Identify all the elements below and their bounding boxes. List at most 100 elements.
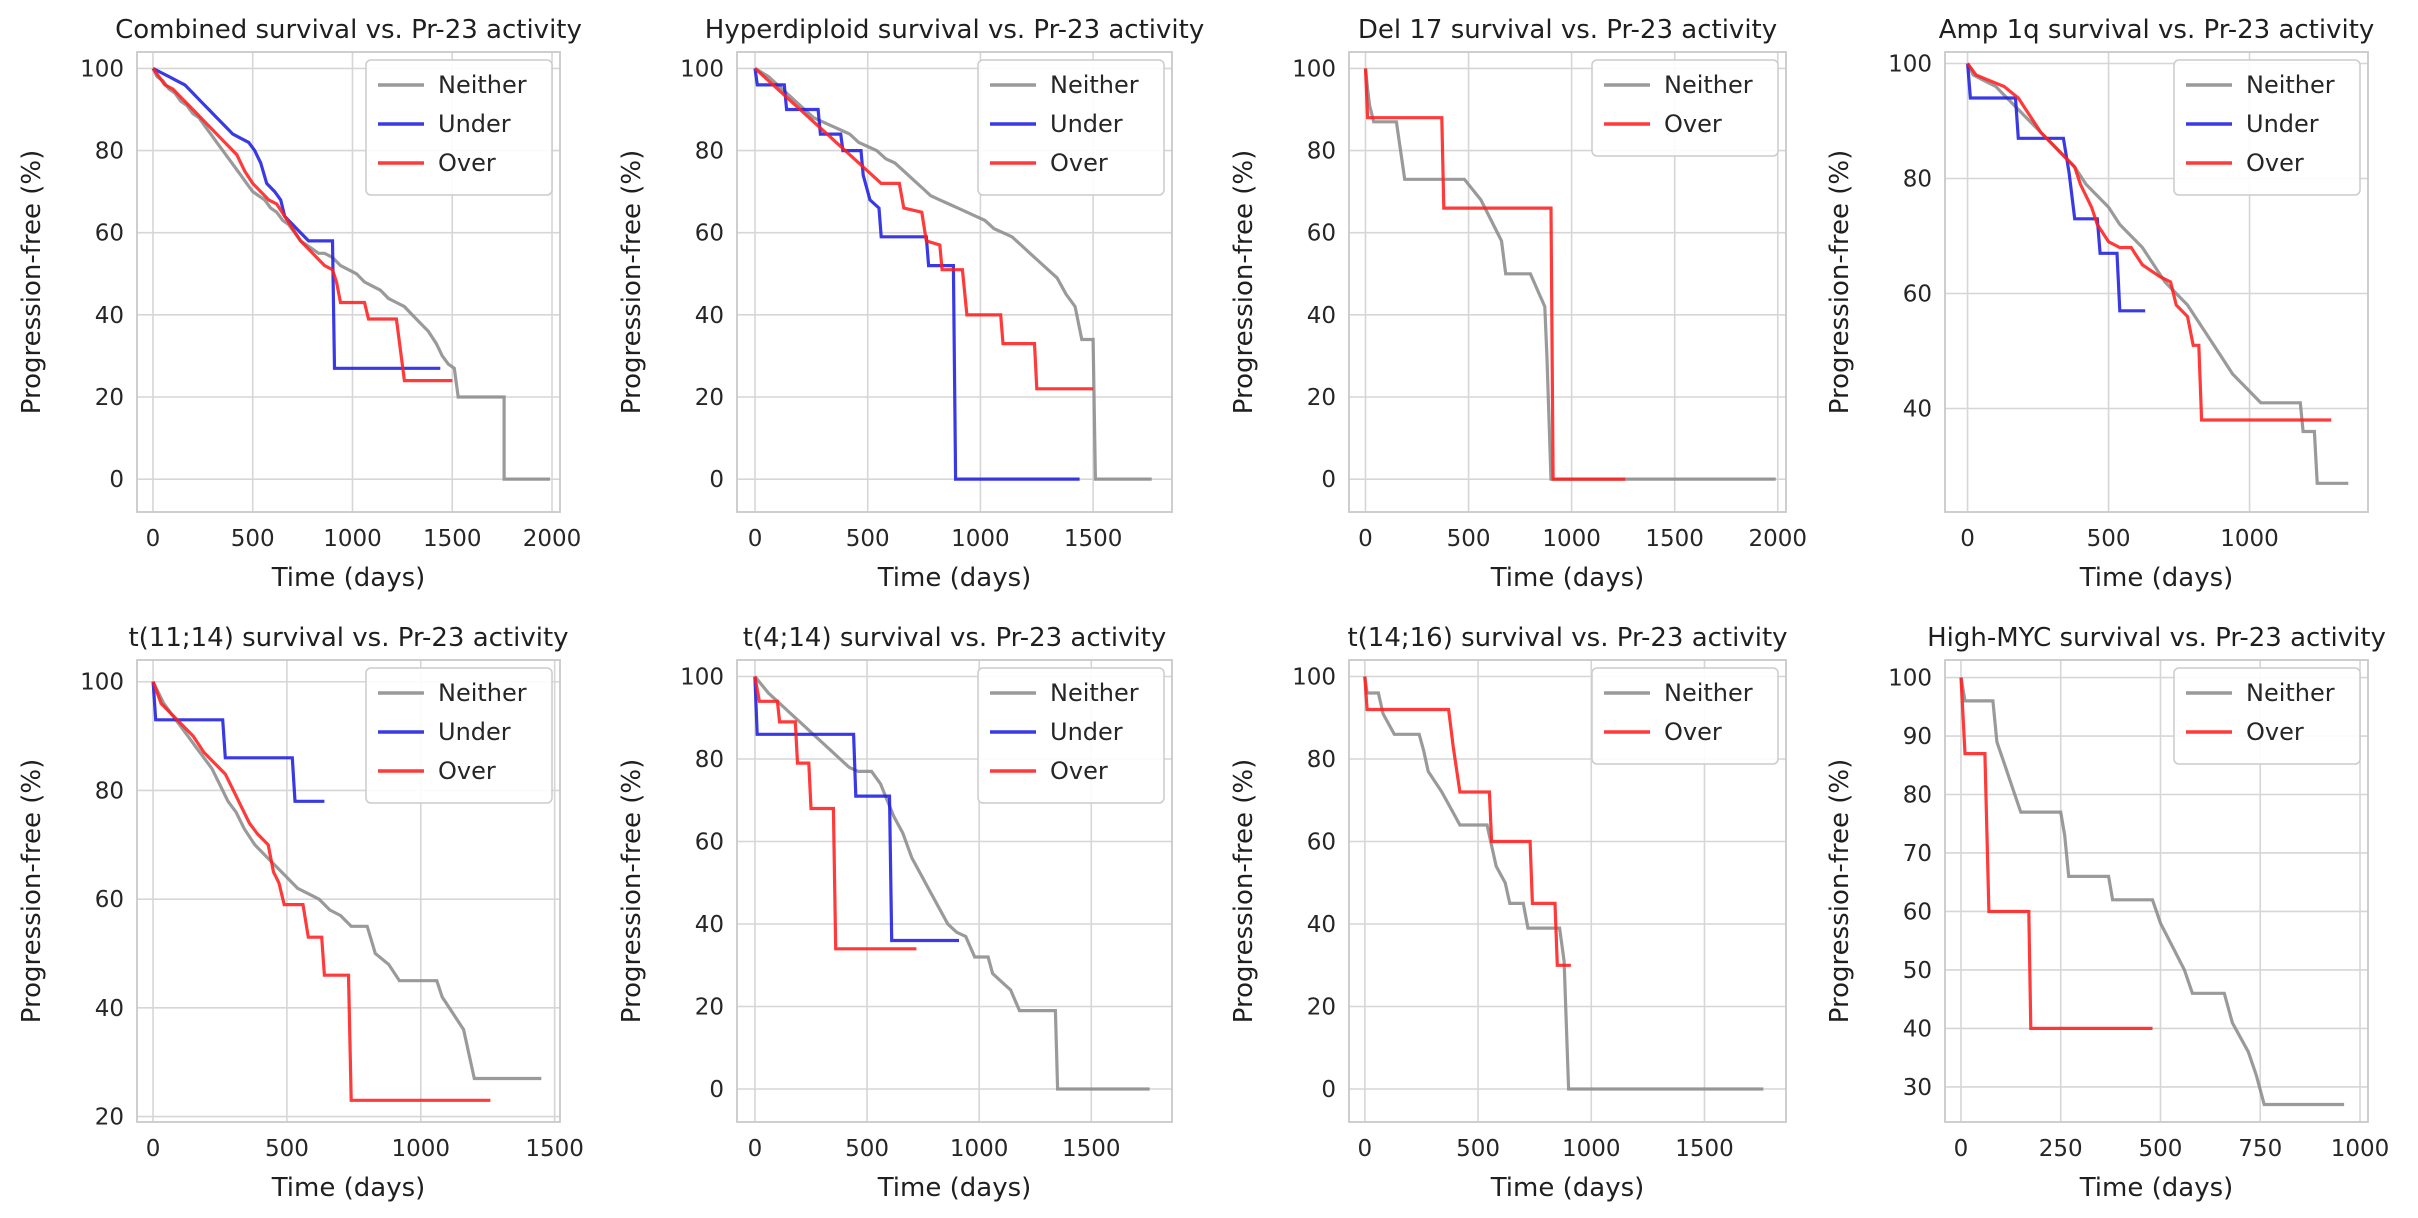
legend-label: Over <box>1050 149 1108 177</box>
y-tick-label: 70 <box>1903 841 1932 867</box>
y-tick-label: 0 <box>709 467 724 493</box>
x-tick-label: 0 <box>146 1136 161 1162</box>
chart-panel-6: 0 500 1000 1500 0 20 40 60 80 100 t(4;14) survival… <box>617 623 1173 1203</box>
y-tick-label: 100 <box>680 56 724 82</box>
legend: Neither Under Over <box>977 667 1165 804</box>
x-tick-label: 1000 <box>951 526 1010 552</box>
y-tick-label: 80 <box>1903 167 1932 193</box>
x-tick-label: 1000 <box>1542 526 1601 552</box>
x-tick-label: 1000 <box>392 1136 451 1162</box>
y-tick-label: 20 <box>695 995 724 1021</box>
x-axis-label: Time (days) <box>2079 1173 2234 1203</box>
legend-label: Over <box>2246 718 2304 746</box>
series-line-under <box>152 66 441 370</box>
chart-panel-8: 0 250 500 750 1000 30 40 50 60 70 80 90 100 High-MYC … <box>1825 623 2389 1203</box>
y-tick-label: 80 <box>695 139 724 165</box>
chart-title: t(11;14) survival vs. Pr-23 activity <box>128 623 568 653</box>
x-tick-label: 1500 <box>525 1136 584 1162</box>
series-line-under <box>753 68 1080 481</box>
x-tick-label: 1000 <box>1562 1136 1621 1162</box>
y-tick-label: 100 <box>80 56 124 82</box>
y-tick-label: 20 <box>95 1105 124 1131</box>
legend-label: Over <box>1664 718 1722 746</box>
legend-label: Neither <box>438 679 527 707</box>
legend-label: Under <box>1050 110 1123 138</box>
x-tick-label: 500 <box>1447 526 1491 552</box>
legend-box <box>2173 59 2361 196</box>
series-line-over <box>151 67 453 383</box>
chart-panel-2: 0 500 1000 1500 0 20 40 60 80 100 Hyperdiploid sur… <box>617 15 1204 593</box>
series-line-neither <box>1363 68 1776 481</box>
y-axis-label: Progression-free (%) <box>617 150 647 414</box>
y-tick-label: 80 <box>695 747 724 773</box>
y-tick-label: 0 <box>1321 467 1336 493</box>
legend-label: Over <box>438 757 496 785</box>
y-tick-label: 20 <box>1307 385 1336 411</box>
y-axis-label: Progression-free (%) <box>1825 150 1855 414</box>
plot-frame <box>1348 659 1787 1123</box>
y-tick-label: 60 <box>1307 830 1336 856</box>
y-tick-label: 100 <box>1292 665 1336 691</box>
y-tick-label: 40 <box>695 303 724 329</box>
x-tick-label: 250 <box>2039 1136 2083 1162</box>
y-axis-label: Progression-free (%) <box>1229 759 1259 1023</box>
y-tick-label: 0 <box>109 467 124 493</box>
x-tick-label: 0 <box>748 1136 763 1162</box>
legend-box <box>365 59 553 196</box>
series-line-under <box>753 676 959 943</box>
x-tick-label: 1500 <box>1062 1136 1121 1162</box>
x-axis-label: Time (days) <box>877 1173 1032 1203</box>
x-tick-label: 0 <box>146 526 161 552</box>
x-axis-label: Time (days) <box>1490 1173 1645 1203</box>
series-line-over <box>753 676 917 951</box>
x-axis-label: Time (days) <box>271 563 426 593</box>
y-tick-label: 80 <box>1307 139 1336 165</box>
legend-box <box>977 667 1165 804</box>
series-line-neither <box>754 67 1152 481</box>
x-tick-label: 750 <box>2238 1136 2282 1162</box>
y-tick-label: 20 <box>695 385 724 411</box>
chart-title: Combined survival vs. Pr-23 activity <box>115 15 582 45</box>
series-line-neither <box>1959 677 2345 1107</box>
legend-label: Over <box>1664 110 1722 138</box>
y-axis-label: Progression-free (%) <box>17 150 47 414</box>
y-tick-label: 0 <box>709 1077 724 1103</box>
y-tick-label: 100 <box>680 665 724 691</box>
x-tick-label: 500 <box>265 1136 309 1162</box>
legend-label: Neither <box>2246 71 2335 99</box>
legend-box <box>365 667 553 804</box>
chart-title: t(14;16) survival vs. Pr-23 activity <box>1347 623 1787 653</box>
legend-label: Neither <box>1050 71 1139 99</box>
x-tick-label: 0 <box>748 526 763 552</box>
series-line-over <box>1966 62 2332 422</box>
chart-title: Hyperdiploid survival vs. Pr-23 activity <box>705 15 1204 45</box>
y-tick-label: 80 <box>1903 783 1932 809</box>
series-line-neither <box>1966 62 2349 485</box>
plot-frame <box>736 659 1173 1123</box>
y-tick-label: 20 <box>95 385 124 411</box>
y-tick-label: 60 <box>695 221 724 247</box>
series-line-over <box>753 67 1094 391</box>
series-line-over <box>151 681 491 1102</box>
chart-title: Del 17 survival vs. Pr-23 activity <box>1358 15 1777 45</box>
plot-frame <box>136 659 561 1123</box>
chart-panel-1: 0 500 1000 1500 2000 0 20 40 60 80 100 Combined sur… <box>17 15 582 593</box>
y-tick-label: 20 <box>1307 995 1336 1021</box>
y-tick-label: 80 <box>95 778 124 804</box>
x-tick-label: 1500 <box>1675 1136 1734 1162</box>
x-tick-label: 1500 <box>423 526 482 552</box>
x-axis-label: Time (days) <box>1490 563 1645 593</box>
x-tick-label: 500 <box>845 1136 889 1162</box>
plot-frame <box>1944 659 2369 1123</box>
y-tick-label: 80 <box>1307 747 1336 773</box>
chart-title: t(4;14) survival vs. Pr-23 activity <box>743 623 1167 653</box>
y-tick-label: 60 <box>1903 899 1932 925</box>
y-axis-label: Progression-free (%) <box>617 759 647 1023</box>
legend: Neither Under Over <box>365 667 553 804</box>
plot-frame <box>1944 51 2369 513</box>
y-tick-label: 40 <box>695 912 724 938</box>
legend-box <box>977 59 1165 196</box>
x-tick-label: 500 <box>2087 526 2131 552</box>
legend-label: Neither <box>1664 679 1753 707</box>
